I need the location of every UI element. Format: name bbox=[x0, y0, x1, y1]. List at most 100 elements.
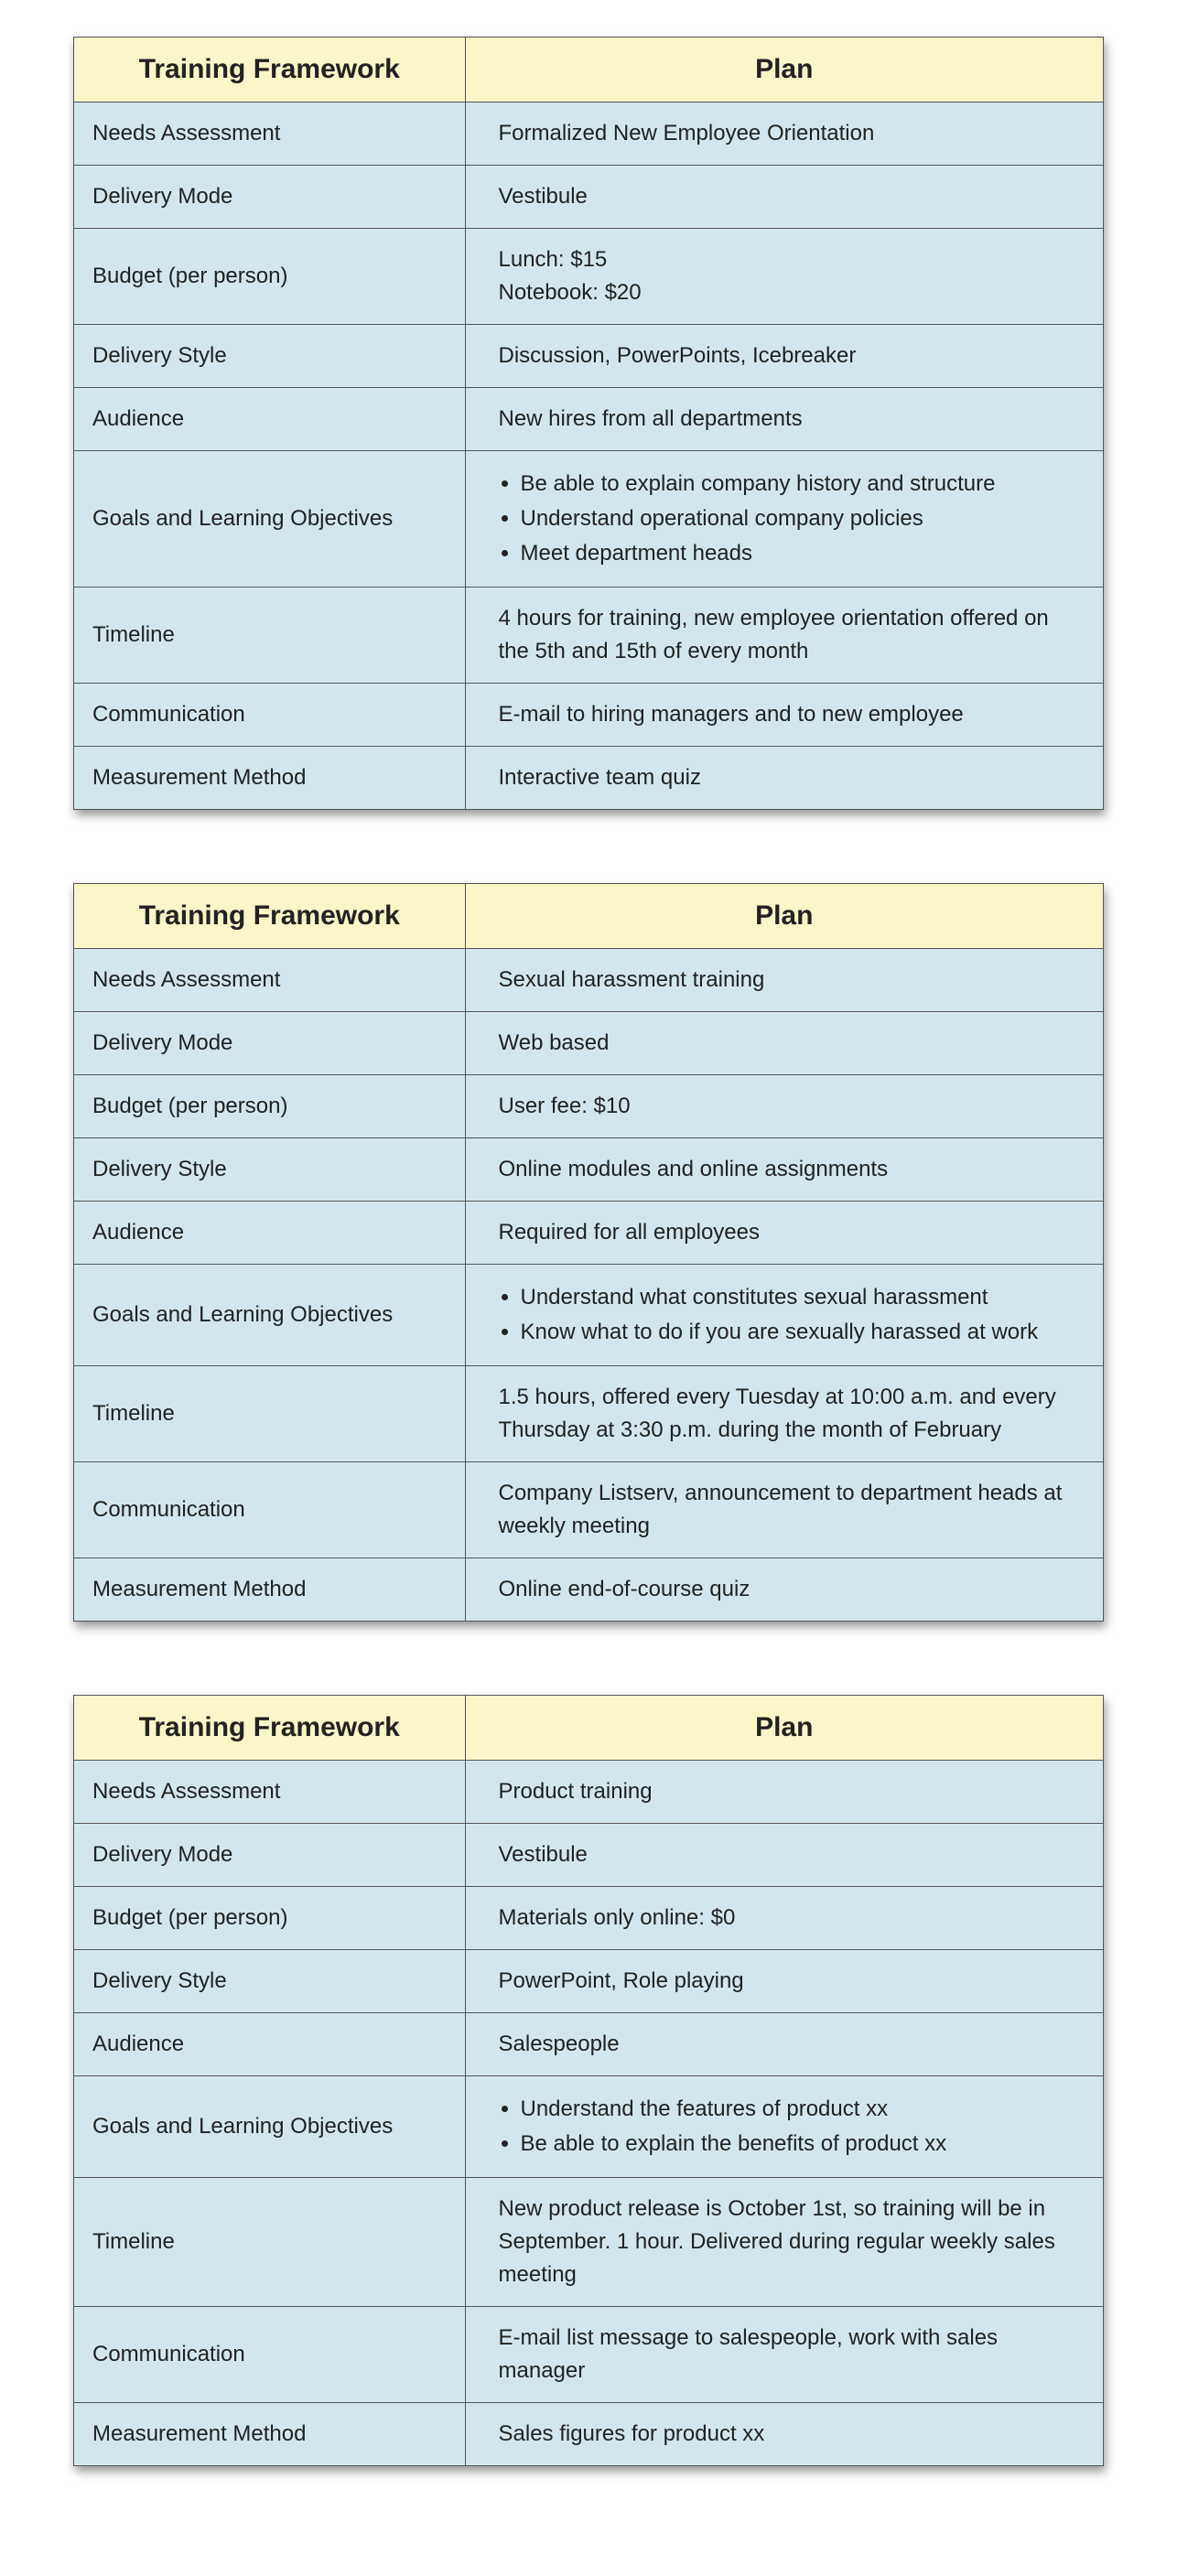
row-label: Measurement Method bbox=[74, 1558, 466, 1622]
training-framework-table: Training FrameworkPlanNeeds AssessmentPr… bbox=[73, 1695, 1104, 2466]
table-row: AudienceNew hires from all departments bbox=[74, 388, 1104, 451]
table-row: AudienceSalespeople bbox=[74, 2013, 1104, 2076]
table-row: Measurement MethodInteractive team quiz bbox=[74, 747, 1104, 810]
row-label: Delivery Style bbox=[74, 1950, 466, 2013]
goals-list-item: Know what to do if you are sexually hara… bbox=[521, 1316, 1085, 1349]
row-value: Online modules and online assignments bbox=[465, 1138, 1104, 1202]
table-row: Needs AssessmentSexual harassment traini… bbox=[74, 949, 1104, 1012]
row-label: Delivery Style bbox=[74, 325, 466, 388]
row-label: Delivery Mode bbox=[74, 1824, 466, 1887]
row-label: Timeline bbox=[74, 2178, 466, 2307]
row-label: Measurement Method bbox=[74, 2403, 466, 2466]
goals-list-item: Meet department heads bbox=[521, 537, 1085, 570]
row-label: Timeline bbox=[74, 587, 466, 684]
table-row: Measurement MethodSales figures for prod… bbox=[74, 2403, 1104, 2466]
row-value: Required for all employees bbox=[465, 1202, 1104, 1265]
row-label: Delivery Mode bbox=[74, 1012, 466, 1075]
row-value: Sexual harassment training bbox=[465, 949, 1104, 1012]
budget-line: Materials only online: $0 bbox=[499, 1902, 1085, 1935]
row-value: Web based bbox=[465, 1012, 1104, 1075]
row-value: Be able to explain company history and s… bbox=[465, 451, 1104, 587]
row-label: Goals and Learning Objectives bbox=[74, 2076, 466, 2178]
row-value: Understand the features of product xxBe … bbox=[465, 2076, 1104, 2178]
tables-root: Training FrameworkPlanNeeds AssessmentFo… bbox=[73, 37, 1104, 2466]
row-label: Communication bbox=[74, 2307, 466, 2403]
col-header-framework: Training Framework bbox=[74, 884, 466, 949]
col-header-plan: Plan bbox=[465, 38, 1104, 102]
table-row: CommunicationE-mail list message to sale… bbox=[74, 2307, 1104, 2403]
training-framework-table: Training FrameworkPlanNeeds AssessmentFo… bbox=[73, 37, 1104, 810]
row-value: Discussion, PowerPoints, Icebreaker bbox=[465, 325, 1104, 388]
row-label: Budget (per person) bbox=[74, 229, 466, 325]
goals-list-item: Understand operational company policies bbox=[521, 502, 1085, 535]
row-value: Understand what constitutes sexual haras… bbox=[465, 1265, 1104, 1366]
table-row: Needs AssessmentFormalized New Employee … bbox=[74, 102, 1104, 166]
row-value: Formalized New Employee Orientation bbox=[465, 102, 1104, 166]
budget-line: Lunch: $15 bbox=[499, 243, 1085, 276]
budget-line: User fee: $10 bbox=[499, 1090, 1085, 1123]
row-value: Lunch: $15Notebook: $20 bbox=[465, 229, 1104, 325]
row-label: Delivery Mode bbox=[74, 166, 466, 229]
goals-list-item: Understand the features of product xx bbox=[521, 2093, 1085, 2126]
row-value: 1.5 hours, offered every Tuesday at 10:0… bbox=[465, 1366, 1104, 1462]
table-row: AudienceRequired for all employees bbox=[74, 1202, 1104, 1265]
row-value: 4 hours for training, new employee orien… bbox=[465, 587, 1104, 684]
table-row: Delivery ModeVestibule bbox=[74, 166, 1104, 229]
row-value: Sales figures for product xx bbox=[465, 2403, 1104, 2466]
row-label: Timeline bbox=[74, 1366, 466, 1462]
goals-list-item: Be able to explain company history and s… bbox=[521, 468, 1085, 501]
row-value: New hires from all departments bbox=[465, 388, 1104, 451]
row-value: Online end-of-course quiz bbox=[465, 1558, 1104, 1622]
row-value: Vestibule bbox=[465, 166, 1104, 229]
row-label: Needs Assessment bbox=[74, 949, 466, 1012]
row-label: Budget (per person) bbox=[74, 1887, 466, 1950]
row-label: Delivery Style bbox=[74, 1138, 466, 1202]
table-row: CommunicationCompany Listserv, announcem… bbox=[74, 1462, 1104, 1558]
row-label: Communication bbox=[74, 1462, 466, 1558]
row-label: Needs Assessment bbox=[74, 102, 466, 166]
row-value: E-mail list message to salespeople, work… bbox=[465, 2307, 1104, 2403]
row-value: Materials only online: $0 bbox=[465, 1887, 1104, 1950]
col-header-plan: Plan bbox=[465, 1696, 1104, 1761]
table-row: Budget (per person)Lunch: $15Notebook: $… bbox=[74, 229, 1104, 325]
table-row: Timeline1.5 hours, offered every Tuesday… bbox=[74, 1366, 1104, 1462]
row-label: Audience bbox=[74, 1202, 466, 1265]
table-row: Goals and Learning Objectives Understand … bbox=[74, 1265, 1104, 1366]
goals-list-item: Understand what constitutes sexual haras… bbox=[521, 1281, 1085, 1314]
goals-list: Be able to explain company history and s… bbox=[499, 468, 1085, 570]
row-value: Vestibule bbox=[465, 1824, 1104, 1887]
goals-list: Understand the features of product xxBe … bbox=[499, 2093, 1085, 2161]
row-value: E-mail to hiring managers and to new emp… bbox=[465, 684, 1104, 747]
goals-list: Understand what constitutes sexual haras… bbox=[499, 1281, 1085, 1349]
row-value: Salespeople bbox=[465, 2013, 1104, 2076]
row-label: Budget (per person) bbox=[74, 1075, 466, 1138]
table-row: Budget (per person) Materials only online… bbox=[74, 1887, 1104, 1950]
row-label: Goals and Learning Objectives bbox=[74, 1265, 466, 1366]
table-row: Goals and Learning Objectives Understand … bbox=[74, 2076, 1104, 2178]
row-value: Product training bbox=[465, 1761, 1104, 1824]
table-row: CommunicationE-mail to hiring managers a… bbox=[74, 684, 1104, 747]
table-row: TimelineNew product release is October 1… bbox=[74, 2178, 1104, 2307]
col-header-plan: Plan bbox=[465, 884, 1104, 949]
row-label: Communication bbox=[74, 684, 466, 747]
table-row: Delivery ModeVestibule bbox=[74, 1824, 1104, 1887]
table-row: Delivery StyleDiscussion, PowerPoints, I… bbox=[74, 325, 1104, 388]
training-framework-table: Training FrameworkPlanNeeds AssessmentSe… bbox=[73, 883, 1104, 1622]
col-header-framework: Training Framework bbox=[74, 38, 466, 102]
table-row: Delivery StyleOnline modules and online … bbox=[74, 1138, 1104, 1202]
budget-line: Notebook: $20 bbox=[499, 276, 1085, 309]
row-value: New product release is October 1st, so t… bbox=[465, 2178, 1104, 2307]
table-row: Measurement MethodOnline end-of-course q… bbox=[74, 1558, 1104, 1622]
table-row: Delivery StylePowerPoint, Role playing bbox=[74, 1950, 1104, 2013]
table-row: Budget (per person) User fee: $10 bbox=[74, 1075, 1104, 1138]
row-label: Needs Assessment bbox=[74, 1761, 466, 1824]
row-value: PowerPoint, Role playing bbox=[465, 1950, 1104, 2013]
row-label: Audience bbox=[74, 388, 466, 451]
row-value: Company Listserv, announcement to depart… bbox=[465, 1462, 1104, 1558]
table-row: Goals and Learning ObjectivesBe able to … bbox=[74, 451, 1104, 587]
col-header-framework: Training Framework bbox=[74, 1696, 466, 1761]
table-row: Timeline4 hours for training, new employ… bbox=[74, 587, 1104, 684]
row-label: Measurement Method bbox=[74, 747, 466, 810]
table-row: Delivery ModeWeb based bbox=[74, 1012, 1104, 1075]
table-row: Needs AssessmentProduct training bbox=[74, 1761, 1104, 1824]
